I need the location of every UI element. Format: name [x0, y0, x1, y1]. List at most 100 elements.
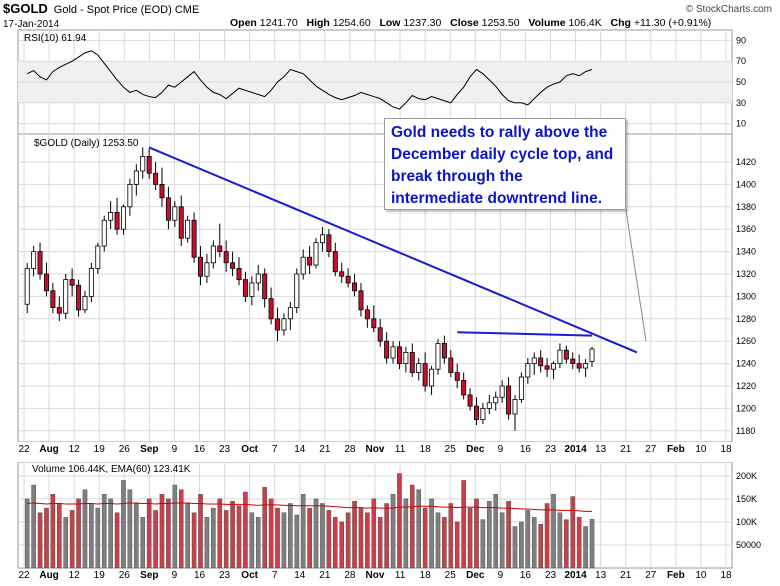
price-tick-label: 1280 — [736, 314, 756, 324]
candle-body — [422, 363, 428, 387]
candle-body — [390, 346, 396, 359]
candle-body — [461, 379, 467, 396]
volume-bar — [300, 494, 306, 569]
rsi-layer: 10 30 50 70 90 — [18, 35, 746, 129]
x-tick-label: 27 — [645, 444, 657, 455]
x-tick-label: 7 — [272, 444, 278, 455]
volume-bar — [268, 498, 274, 569]
volume-ema-line — [27, 502, 593, 512]
volume-bar — [275, 507, 280, 569]
rsi-tick-label: 50 — [736, 77, 746, 87]
volume-bar — [544, 503, 550, 569]
candle-body — [133, 170, 139, 185]
price-tick-label: 1180 — [736, 426, 755, 436]
candle-body — [364, 309, 370, 320]
volume-bar — [191, 512, 197, 569]
volume-bar — [390, 494, 396, 569]
volume-bar — [461, 480, 466, 569]
candle-body — [249, 282, 255, 297]
price-tick-label: 1340 — [736, 247, 756, 257]
x-tick-label: 28 — [344, 444, 356, 455]
volume-bar — [307, 507, 312, 569]
volume-bar — [352, 500, 357, 569]
volume-bar — [429, 498, 434, 569]
x-tick-label: 11 — [395, 444, 406, 455]
x-tick-label: 21 — [620, 444, 632, 455]
candle-body — [396, 346, 402, 364]
volume-bar — [499, 512, 505, 569]
price-tick-label: 1220 — [736, 381, 756, 391]
candle-body — [319, 234, 325, 244]
candle-body — [486, 402, 492, 409]
candle-body — [576, 363, 582, 369]
volume-bar — [294, 514, 300, 569]
x-tick-label: 16 — [194, 570, 206, 581]
candle-body — [493, 396, 499, 404]
volume-tick-label: 200K — [736, 471, 757, 481]
x-tick-label: 16 — [194, 444, 206, 455]
volume-bar — [410, 484, 415, 569]
x-tick-label: Dec — [466, 444, 485, 455]
x-tick-label: 2014 — [564, 444, 587, 455]
annotation-callout: Gold needs to rally above the December d… — [384, 118, 626, 210]
x-tick-label: 21 — [319, 570, 331, 581]
candle-body — [332, 251, 338, 273]
x-tick-label: 23 — [545, 444, 557, 455]
volume-bar — [211, 507, 216, 569]
x-tick-label: 23 — [219, 444, 231, 455]
volume-bar — [44, 507, 49, 569]
volume-bar — [384, 503, 389, 569]
volume-bar — [121, 480, 126, 569]
x-tick-label: 9 — [172, 570, 178, 581]
candle-body — [236, 267, 242, 280]
annotation-pointer — [625, 209, 647, 342]
x-tick-label: Nov — [366, 570, 385, 581]
candle-body — [210, 245, 216, 264]
x-tick-label: 21 — [319, 444, 331, 455]
candle-body — [82, 295, 88, 311]
volume-bar — [281, 512, 287, 569]
candle-body — [352, 282, 358, 292]
ohlc-readout: Open 1241.70 High 1254.60 Low 1237.30 Cl… — [230, 17, 712, 29]
volume-bar — [236, 505, 242, 569]
x-tick-label: 18 — [420, 570, 432, 581]
x-tick-label: 21 — [620, 570, 632, 581]
candle-body — [178, 206, 184, 239]
volume-bar — [37, 512, 43, 569]
volume-bar — [178, 489, 184, 569]
candle-body — [287, 307, 293, 320]
volume-bar — [365, 512, 370, 569]
candle-body — [281, 318, 287, 331]
volume-bar — [480, 519, 486, 569]
x-tick-label: 26 — [119, 570, 131, 581]
x-tick-label: 18 — [720, 444, 732, 455]
exchange: CME — [174, 4, 200, 16]
candle-body — [88, 267, 94, 297]
volume-bar — [326, 510, 332, 569]
x-tick-label: 18 — [720, 570, 732, 581]
x-tick-label: 23 — [545, 570, 557, 581]
candle-body — [570, 358, 576, 364]
candle-body — [43, 273, 49, 292]
stockcharts-credit: © StockCharts.com — [685, 4, 772, 15]
candle-body — [217, 245, 223, 252]
candle-body — [345, 275, 351, 284]
x-tick-label: 16 — [520, 444, 532, 455]
volume-bar — [557, 512, 563, 569]
volume-bar — [166, 498, 171, 569]
volume-bar — [377, 517, 383, 569]
candle-body — [31, 251, 37, 269]
candle-body — [37, 251, 43, 275]
x-tick-label: 19 — [94, 444, 106, 455]
volume-bar — [506, 500, 511, 569]
candle-body — [127, 183, 133, 208]
volume-bar — [576, 517, 582, 569]
volume-bar — [204, 517, 210, 569]
candle-body — [454, 372, 460, 381]
candle-body — [441, 343, 447, 359]
x-tick-label: Aug — [39, 570, 58, 581]
x-tick-label: Oct — [241, 570, 258, 581]
candle-body — [358, 290, 364, 311]
volume-bar — [108, 498, 113, 569]
candle-body — [204, 262, 210, 277]
